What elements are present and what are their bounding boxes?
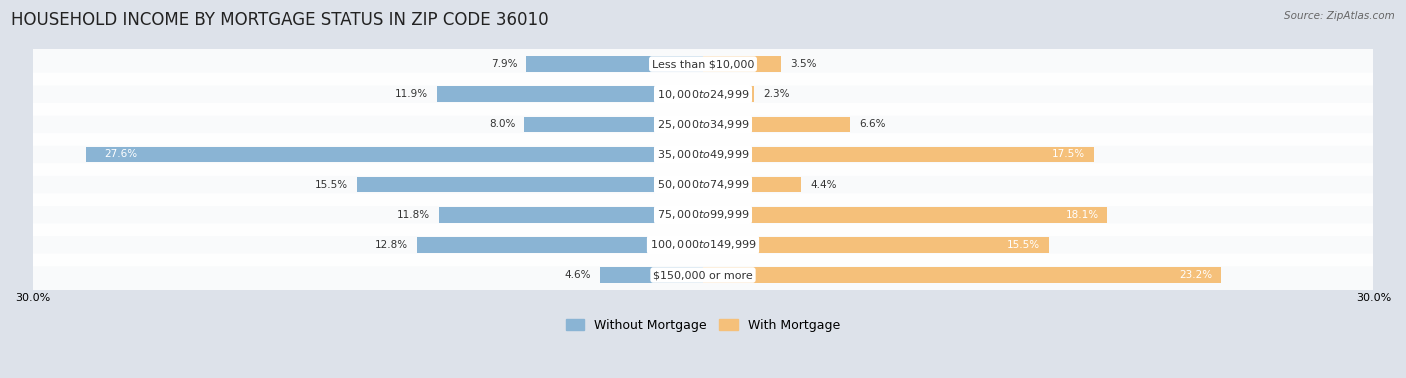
Text: $75,000 to $99,999: $75,000 to $99,999 bbox=[657, 208, 749, 221]
Text: 12.8%: 12.8% bbox=[375, 240, 408, 250]
Text: Less than $10,000: Less than $10,000 bbox=[652, 59, 754, 69]
Text: 17.5%: 17.5% bbox=[1052, 149, 1085, 160]
Text: $10,000 to $24,999: $10,000 to $24,999 bbox=[657, 88, 749, 101]
FancyBboxPatch shape bbox=[14, 43, 1392, 85]
FancyBboxPatch shape bbox=[14, 73, 1392, 116]
FancyBboxPatch shape bbox=[14, 254, 1392, 296]
Bar bbox=[703, 267, 1222, 283]
FancyBboxPatch shape bbox=[14, 194, 1392, 236]
Text: 18.1%: 18.1% bbox=[1066, 210, 1098, 220]
Text: 4.4%: 4.4% bbox=[810, 180, 837, 190]
Text: $50,000 to $74,999: $50,000 to $74,999 bbox=[657, 178, 749, 191]
Text: 6.6%: 6.6% bbox=[859, 119, 886, 129]
Text: $25,000 to $34,999: $25,000 to $34,999 bbox=[657, 118, 749, 131]
Text: Source: ZipAtlas.com: Source: ZipAtlas.com bbox=[1284, 11, 1395, 21]
Text: 15.5%: 15.5% bbox=[1007, 240, 1040, 250]
Bar bbox=[703, 237, 1049, 253]
Bar bbox=[437, 87, 703, 102]
Text: 23.2%: 23.2% bbox=[1180, 270, 1212, 280]
Text: 27.6%: 27.6% bbox=[104, 149, 138, 160]
Text: 4.6%: 4.6% bbox=[565, 270, 592, 280]
Legend: Without Mortgage, With Mortgage: Without Mortgage, With Mortgage bbox=[561, 314, 845, 337]
Bar bbox=[703, 147, 1094, 162]
FancyBboxPatch shape bbox=[14, 103, 1392, 146]
Bar bbox=[703, 207, 1108, 223]
Text: $100,000 to $149,999: $100,000 to $149,999 bbox=[650, 239, 756, 251]
Bar bbox=[418, 237, 703, 253]
Text: 8.0%: 8.0% bbox=[489, 119, 515, 129]
Bar bbox=[86, 147, 703, 162]
Text: 11.9%: 11.9% bbox=[395, 89, 429, 99]
Text: 11.8%: 11.8% bbox=[398, 210, 430, 220]
FancyBboxPatch shape bbox=[14, 163, 1392, 206]
Bar bbox=[703, 116, 851, 132]
Text: 2.3%: 2.3% bbox=[763, 89, 790, 99]
FancyBboxPatch shape bbox=[14, 133, 1392, 176]
Bar bbox=[703, 56, 782, 72]
Bar bbox=[526, 56, 703, 72]
Bar bbox=[439, 207, 703, 223]
Bar bbox=[357, 177, 703, 192]
Text: $35,000 to $49,999: $35,000 to $49,999 bbox=[657, 148, 749, 161]
Bar bbox=[703, 177, 801, 192]
Text: HOUSEHOLD INCOME BY MORTGAGE STATUS IN ZIP CODE 36010: HOUSEHOLD INCOME BY MORTGAGE STATUS IN Z… bbox=[11, 11, 548, 29]
Text: 15.5%: 15.5% bbox=[315, 180, 347, 190]
Bar bbox=[703, 87, 755, 102]
Text: 7.9%: 7.9% bbox=[491, 59, 517, 69]
Bar bbox=[524, 116, 703, 132]
Text: 3.5%: 3.5% bbox=[790, 59, 817, 69]
Bar bbox=[600, 267, 703, 283]
FancyBboxPatch shape bbox=[14, 223, 1392, 266]
Text: $150,000 or more: $150,000 or more bbox=[654, 270, 752, 280]
